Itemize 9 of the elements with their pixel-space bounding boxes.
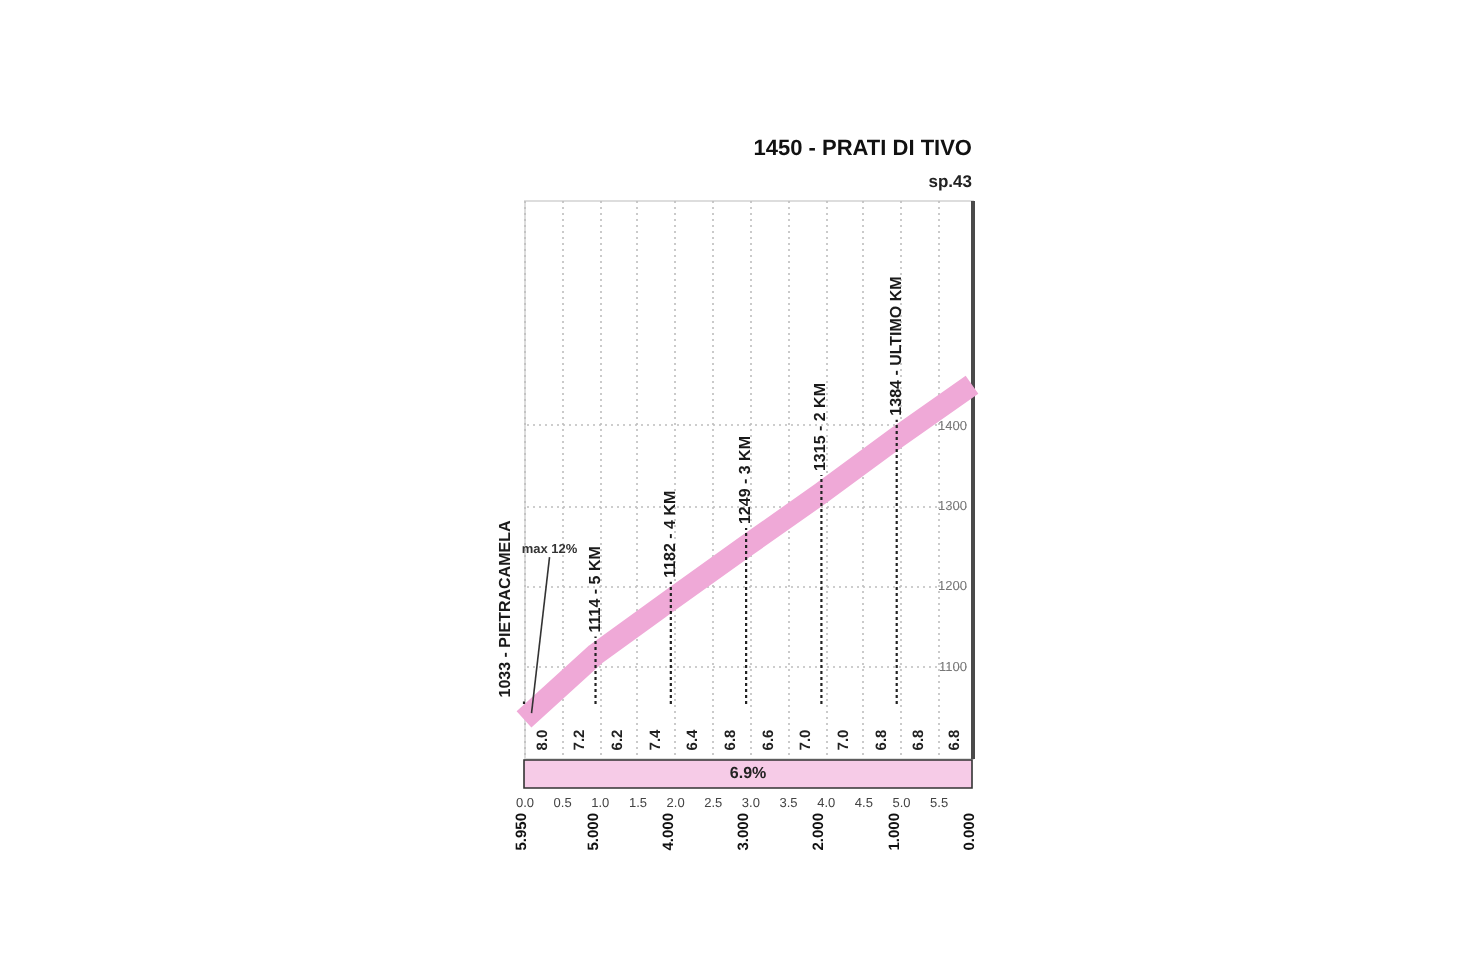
text: 6.9% [729,764,767,782]
chart-subtitle: sp.43 [928,171,973,191]
data-label: 1384 - ULTIMO KM [886,275,905,416]
data-label: 1033 - PIETRACAMELA [496,520,514,698]
chart-title: 1450 - PRATI DI TIVO [753,137,973,161]
data-label: 1249 - 3 KM [736,435,755,525]
data-label: 1315 - 2 KM [811,382,830,472]
data-label: 1182 - 4 KM [660,490,679,578]
data-label: 1114 - 5 KM [585,545,604,633]
